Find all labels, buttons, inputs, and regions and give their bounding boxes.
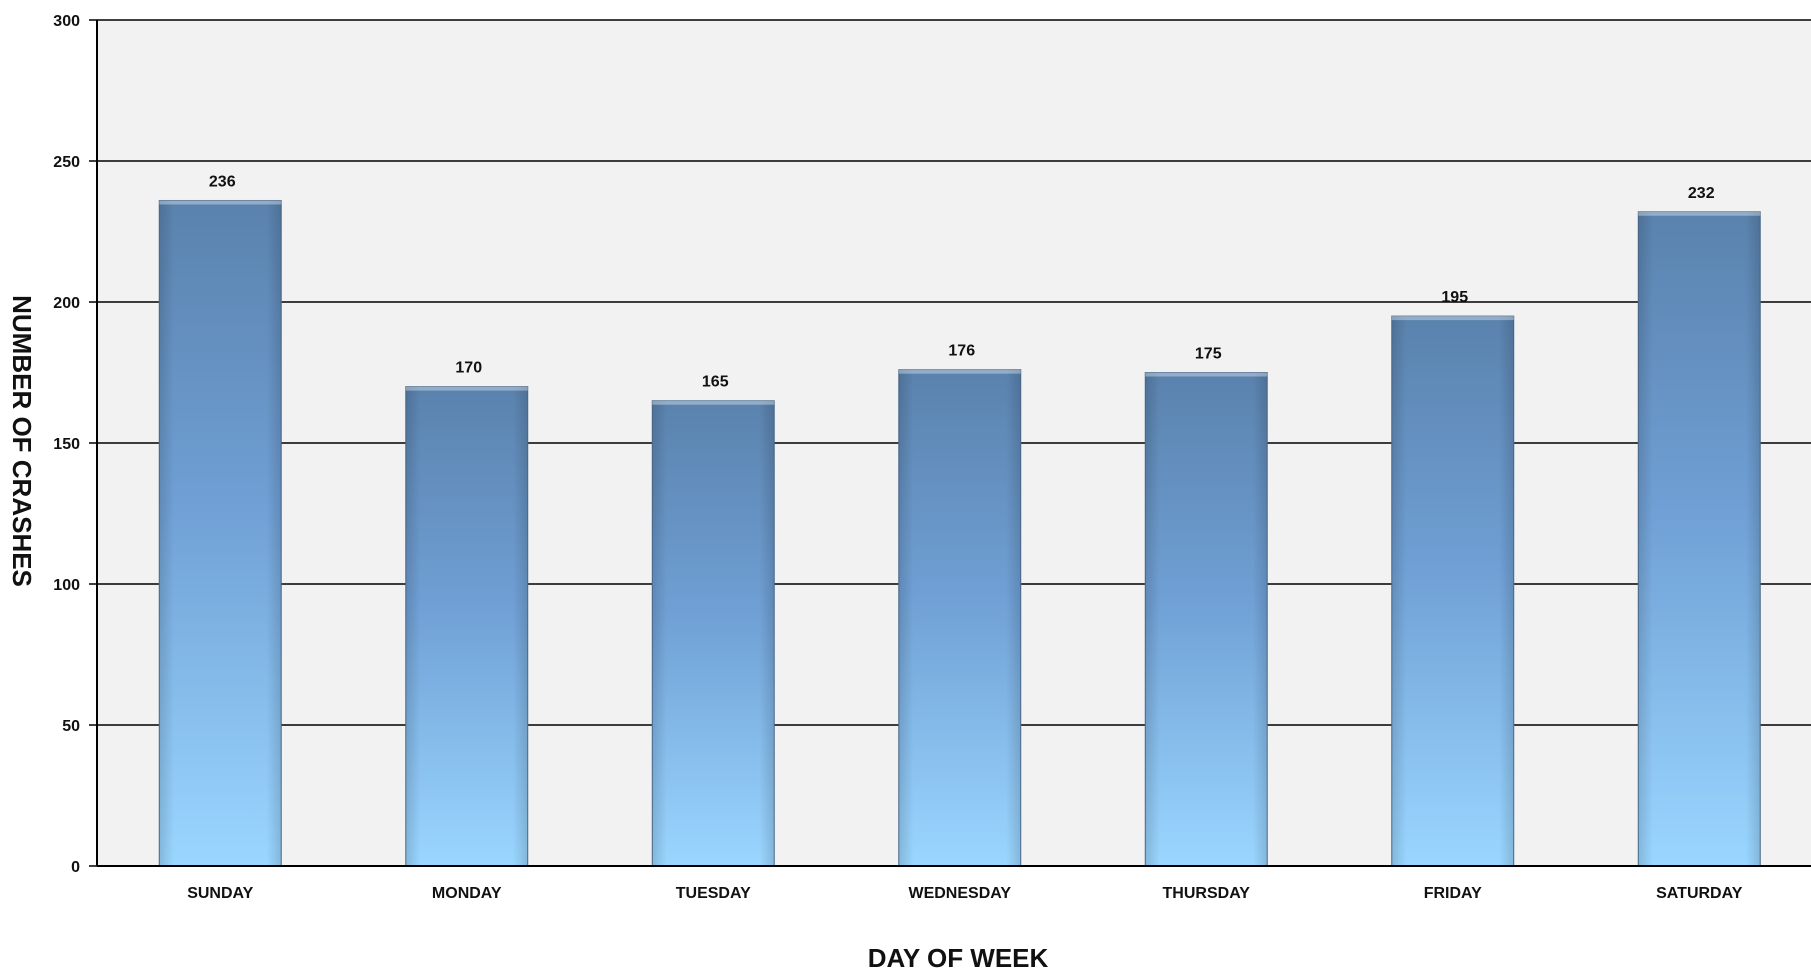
data-label: 165 [702,374,729,391]
y-axis-ticks: 0 50 100 150 200 250 300 [53,13,97,876]
x-tick-label: WEDNESDAY [908,885,1011,902]
y-tick-label: 50 [62,718,80,735]
bar-tuesday [651,400,775,867]
y-tick-label: 100 [53,577,80,594]
y-tick-label: 300 [53,13,80,30]
x-axis-title: DAY OF WEEK [868,943,1049,972]
bar-shading [898,369,1021,866]
y-tick-label: 250 [53,154,80,171]
data-labels: 236 170 165 176 175 195 232 [209,173,1715,390]
bar-thursday [1144,372,1268,867]
bar-top-highlight [652,400,775,405]
bar-top-highlight [405,386,528,391]
bars [158,199,1761,867]
data-label: 176 [948,343,975,360]
x-axis-ticks: SUNDAY MONDAY TUESDAY WEDNESDAY THURSDAY FRID… [187,885,1742,902]
data-label: 175 [1195,346,1222,363]
bar-top-highlight [1638,211,1761,216]
data-label: 195 [1441,289,1468,306]
bar-shading [1638,211,1761,866]
bar-top-highlight [1145,372,1268,377]
bar-shading [1391,316,1514,867]
x-tick-label: MONDAY [432,885,502,902]
bar-shading [1145,372,1268,866]
x-tick-label: FRIDAY [1424,885,1482,902]
bar-top-highlight [1391,316,1514,321]
bar-friday [1391,315,1515,867]
bar-saturday [1637,211,1761,867]
y-tick-label: 0 [71,859,80,876]
x-tick-label: TUESDAY [676,885,751,902]
bar-shading [405,386,528,866]
bar-shading [159,200,282,867]
y-tick-label: 150 [53,436,80,453]
x-tick-label: SATURDAY [1656,885,1743,902]
bar-shading [652,400,775,866]
bar-wednesday [898,369,1022,867]
y-tick-label: 200 [53,295,80,312]
bar-monday [405,386,529,867]
bar-top-highlight [898,369,1021,374]
x-tick-label: SUNDAY [187,885,253,902]
data-label: 236 [209,173,236,190]
y-axis-title: NUMBER OF CRASHES [7,295,37,587]
x-tick-label: THURSDAY [1163,885,1251,902]
data-label: 232 [1688,185,1715,202]
bar-top-highlight [159,200,282,205]
bar-sunday [158,199,282,867]
data-label: 170 [455,360,482,377]
